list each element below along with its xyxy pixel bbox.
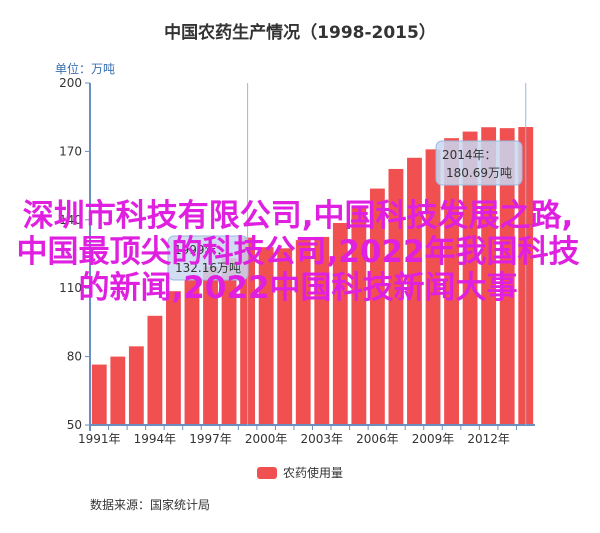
bar[interactable] xyxy=(184,278,200,425)
bar[interactable] xyxy=(166,291,181,425)
bar[interactable] xyxy=(295,240,311,425)
unit-label: 单位：万吨 xyxy=(55,62,116,76)
x-tick-label: 2000年 xyxy=(245,432,288,446)
bar[interactable] xyxy=(147,315,163,425)
x-tick-label: 1994年 xyxy=(134,432,177,446)
bar[interactable] xyxy=(258,247,274,425)
y-tick-label: 50 xyxy=(67,418,82,432)
tooltip-year: 1999年： xyxy=(174,243,229,257)
tooltip xyxy=(167,235,249,281)
chart-title: 中国农药生产情况（1998-2015） xyxy=(164,23,436,43)
x-tick-label: 1997年 xyxy=(189,432,232,446)
x-tick-label: 2006年 xyxy=(356,432,399,446)
bar[interactable] xyxy=(203,266,218,425)
bar[interactable] xyxy=(481,127,497,426)
bar[interactable] xyxy=(499,128,515,426)
bar[interactable] xyxy=(314,236,330,425)
tooltip-year: 2014年： xyxy=(442,148,497,162)
bar[interactable] xyxy=(351,206,367,425)
y-tick-label: 110 xyxy=(59,281,82,295)
bar[interactable] xyxy=(110,356,126,425)
bar[interactable] xyxy=(221,258,237,425)
bar[interactable] xyxy=(388,168,404,425)
legend-label: 农药使用量 xyxy=(282,466,343,480)
bar[interactable] xyxy=(369,188,385,425)
x-tick-label: 2003年 xyxy=(300,432,343,446)
bar[interactable] xyxy=(332,222,348,425)
y-tick-label: 200 xyxy=(59,76,82,90)
bar[interactable] xyxy=(425,149,441,425)
y-tick-label: 80 xyxy=(67,350,82,364)
tooltip-value: 180.69万吨 xyxy=(446,166,512,180)
tooltip xyxy=(435,140,523,186)
bar[interactable] xyxy=(277,248,293,425)
y-tick-label: 140 xyxy=(59,213,82,227)
watermark-text: 深圳市科技有限公司,中国科技发展之路,中国最顶尖的科技公司,2022年我国科技的… xyxy=(16,198,580,306)
bar[interactable] xyxy=(128,346,144,425)
bar[interactable] xyxy=(462,131,478,425)
bar[interactable] xyxy=(91,364,107,425)
bar[interactable] xyxy=(407,157,422,425)
x-tick-label: 2009年 xyxy=(412,432,455,446)
source-note: 数据来源：国家统计局 xyxy=(90,498,211,512)
tooltip-value: 132.16万吨 xyxy=(175,261,241,275)
y-tick-label: 170 xyxy=(59,144,82,158)
bar[interactable] xyxy=(444,138,459,425)
x-tick-label: 2012年 xyxy=(467,432,510,446)
x-tick-label: 1991年 xyxy=(78,432,121,446)
legend[interactable]: 农药使用量 xyxy=(0,464,600,481)
legend-swatch xyxy=(256,467,277,479)
